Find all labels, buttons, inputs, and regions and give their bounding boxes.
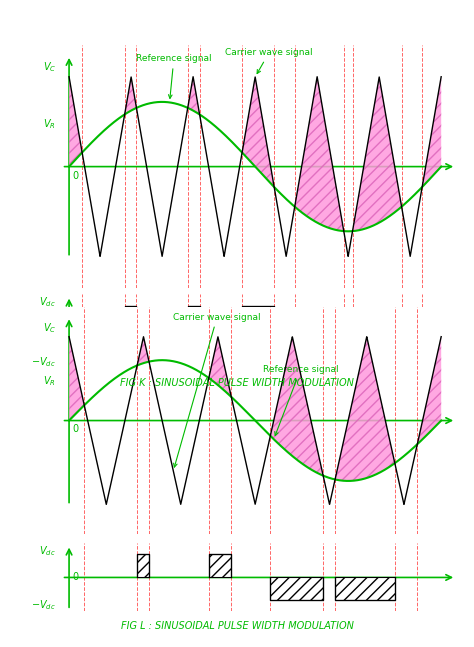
Text: FIG L : SINUSOIDAL PULSE WIDTH MODULATION: FIG L : SINUSOIDAL PULSE WIDTH MODULATIO… [120, 621, 354, 631]
Text: $-V_{dc}$: $-V_{dc}$ [31, 598, 56, 612]
Text: Carrier wave signal: Carrier wave signal [225, 48, 313, 74]
Text: $V_R$: $V_R$ [43, 118, 56, 131]
Text: FIG K : SINUSOIDAL PULSE WIDTH MODULATION: FIG K : SINUSOIDAL PULSE WIDTH MODULATIO… [120, 378, 354, 388]
Text: $V_{dc}$: $V_{dc}$ [39, 296, 56, 309]
Text: 0: 0 [72, 573, 78, 582]
Text: Reference signal: Reference signal [263, 366, 338, 435]
Text: 0: 0 [72, 424, 78, 434]
Text: 0: 0 [72, 171, 78, 181]
Text: 0: 0 [72, 327, 78, 337]
Text: $V_C$: $V_C$ [43, 321, 56, 334]
Text: $V_C$: $V_C$ [43, 60, 56, 74]
Text: $V_R$: $V_R$ [43, 375, 56, 388]
Text: Reference signal: Reference signal [136, 54, 212, 98]
Text: Carrier wave signal: Carrier wave signal [173, 313, 261, 467]
Text: $V_{dc}$: $V_{dc}$ [39, 544, 56, 558]
Text: $-V_{dc}$: $-V_{dc}$ [31, 355, 56, 369]
